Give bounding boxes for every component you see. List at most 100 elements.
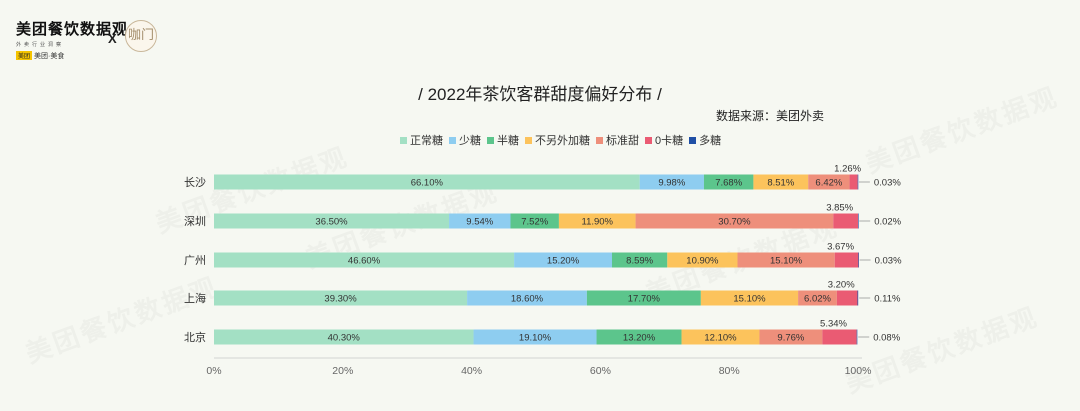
data-label: 15.20% <box>547 256 580 267</box>
legend-swatch <box>400 136 407 144</box>
data-label: 17.70% <box>628 294 661 305</box>
bar-segment <box>586 290 701 306</box>
bar-segment <box>849 174 858 190</box>
legend-label: 正常糖 <box>410 135 443 147</box>
bar-segment <box>808 174 850 190</box>
bar-segment <box>858 252 859 268</box>
data-label: 15.10% <box>770 256 803 267</box>
legend-item: 标准甜 <box>596 132 639 148</box>
bar-segment <box>558 213 636 229</box>
data-label: 1.26% <box>834 164 861 175</box>
category-label: 广州 <box>184 254 206 267</box>
data-label: 0.02% <box>874 217 901 228</box>
data-label: 9.54% <box>466 217 493 228</box>
data-label: 7.68% <box>715 178 742 189</box>
bar-segment <box>858 213 859 229</box>
data-label: 9.76% <box>777 333 804 344</box>
bar-segment <box>473 329 597 345</box>
bar-segment <box>449 213 511 229</box>
data-source: 数据来源：美团外卖 <box>716 109 825 123</box>
bar-segment <box>857 174 859 190</box>
data-label: 9.98% <box>658 178 685 189</box>
bar-segment <box>214 213 450 229</box>
collab-x-mark: X <box>108 31 117 46</box>
category-label: 北京 <box>184 330 206 344</box>
data-label: 30.70% <box>718 217 751 228</box>
data-label: 3.67% <box>827 242 854 253</box>
bar-segment <box>703 174 754 190</box>
legend-swatch <box>487 136 494 144</box>
data-label: 11.90% <box>581 217 613 228</box>
data-label: 39.30% <box>324 294 357 305</box>
data-label: 0.03% <box>874 178 901 189</box>
legend-item: 0卡糖 <box>645 132 683 148</box>
data-label: 0.08% <box>873 333 900 344</box>
brand-name: 美团餐饮数据观 <box>16 21 129 38</box>
data-label: 5.34% <box>820 319 847 330</box>
legend-label: 半糖 <box>497 135 519 147</box>
data-label: 66.10% <box>411 178 444 189</box>
x-tick-label: 20% <box>332 365 353 377</box>
legend-swatch <box>525 136 532 144</box>
data-label: 10.90% <box>686 256 719 267</box>
bar-segment <box>639 174 704 190</box>
legend-swatch <box>689 136 697 144</box>
legend-item: 正常糖 <box>400 132 443 148</box>
bar-segment <box>833 213 859 229</box>
legend-label: 标准甜 <box>606 135 639 147</box>
data-label: 15.10% <box>733 294 766 305</box>
category-label: 深圳 <box>184 215 206 228</box>
legend-label: 多糖 <box>699 135 722 147</box>
bar-segment <box>214 252 515 268</box>
legend-swatch <box>596 136 603 144</box>
bar-segment <box>611 252 668 268</box>
data-label: 40.30% <box>328 333 361 344</box>
bar-segment <box>753 174 809 190</box>
bar-segment <box>514 252 612 268</box>
bar-segment <box>667 252 738 268</box>
data-label: 0.11% <box>874 294 901 305</box>
x-tick-label: 60% <box>590 365 611 377</box>
legend-label: 少糖 <box>459 135 481 147</box>
data-label: 46.60% <box>348 256 381 267</box>
brand-subtitle: 外卖行业洞察 <box>16 42 65 48</box>
data-label: 36.50% <box>315 217 348 228</box>
brand-block: 美团餐饮数据观 外卖行业洞察 美团 美团·美食 <box>16 18 128 61</box>
x-tick-label: 100% <box>845 365 872 377</box>
data-label: 3.85% <box>826 203 853 214</box>
bar-segment <box>836 290 858 306</box>
bar-segment <box>798 290 837 306</box>
data-label: 6.42% <box>815 178 842 189</box>
chart-legend: 正常糖 少糖 半糖 不另外加糖 标准甜 0卡糖 多糖 <box>400 132 721 148</box>
legend-swatch <box>645 136 652 144</box>
legend-item: 半糖 <box>487 132 519 148</box>
legend-label: 0卡糖 <box>655 135 684 147</box>
data-label: 8.51% <box>767 178 794 189</box>
bar-segment <box>700 290 799 306</box>
legend-item: 不另外加糖 <box>525 132 590 148</box>
data-label: 19.10% <box>519 333 552 344</box>
bar-segment <box>214 290 468 306</box>
legend-swatch <box>449 136 456 144</box>
bar-segment <box>759 329 823 345</box>
bar-segment <box>681 329 760 345</box>
data-label: 7.52% <box>521 217 548 228</box>
legend-item: 少糖 <box>449 132 481 148</box>
bar-segment <box>857 290 859 306</box>
category-label: 上海 <box>184 291 206 305</box>
x-tick-label: 0% <box>206 365 221 377</box>
category-label: 长沙 <box>184 176 206 189</box>
data-label: 8.59% <box>626 256 653 267</box>
bar-segment <box>635 213 834 229</box>
data-label: 3.20% <box>828 280 855 291</box>
legend-label: 不另外加糖 <box>535 135 590 147</box>
bar-segment <box>214 174 640 190</box>
brand-tag: 美团 美团·美食 <box>16 51 128 61</box>
data-label: 13.20% <box>623 333 656 344</box>
x-tick-label: 40% <box>461 365 482 377</box>
bar-segment <box>510 213 559 229</box>
data-label: 0.03% <box>875 256 902 267</box>
data-label: 12.10% <box>704 333 737 344</box>
partner-logo-icon: 咖门 <box>125 20 157 52</box>
